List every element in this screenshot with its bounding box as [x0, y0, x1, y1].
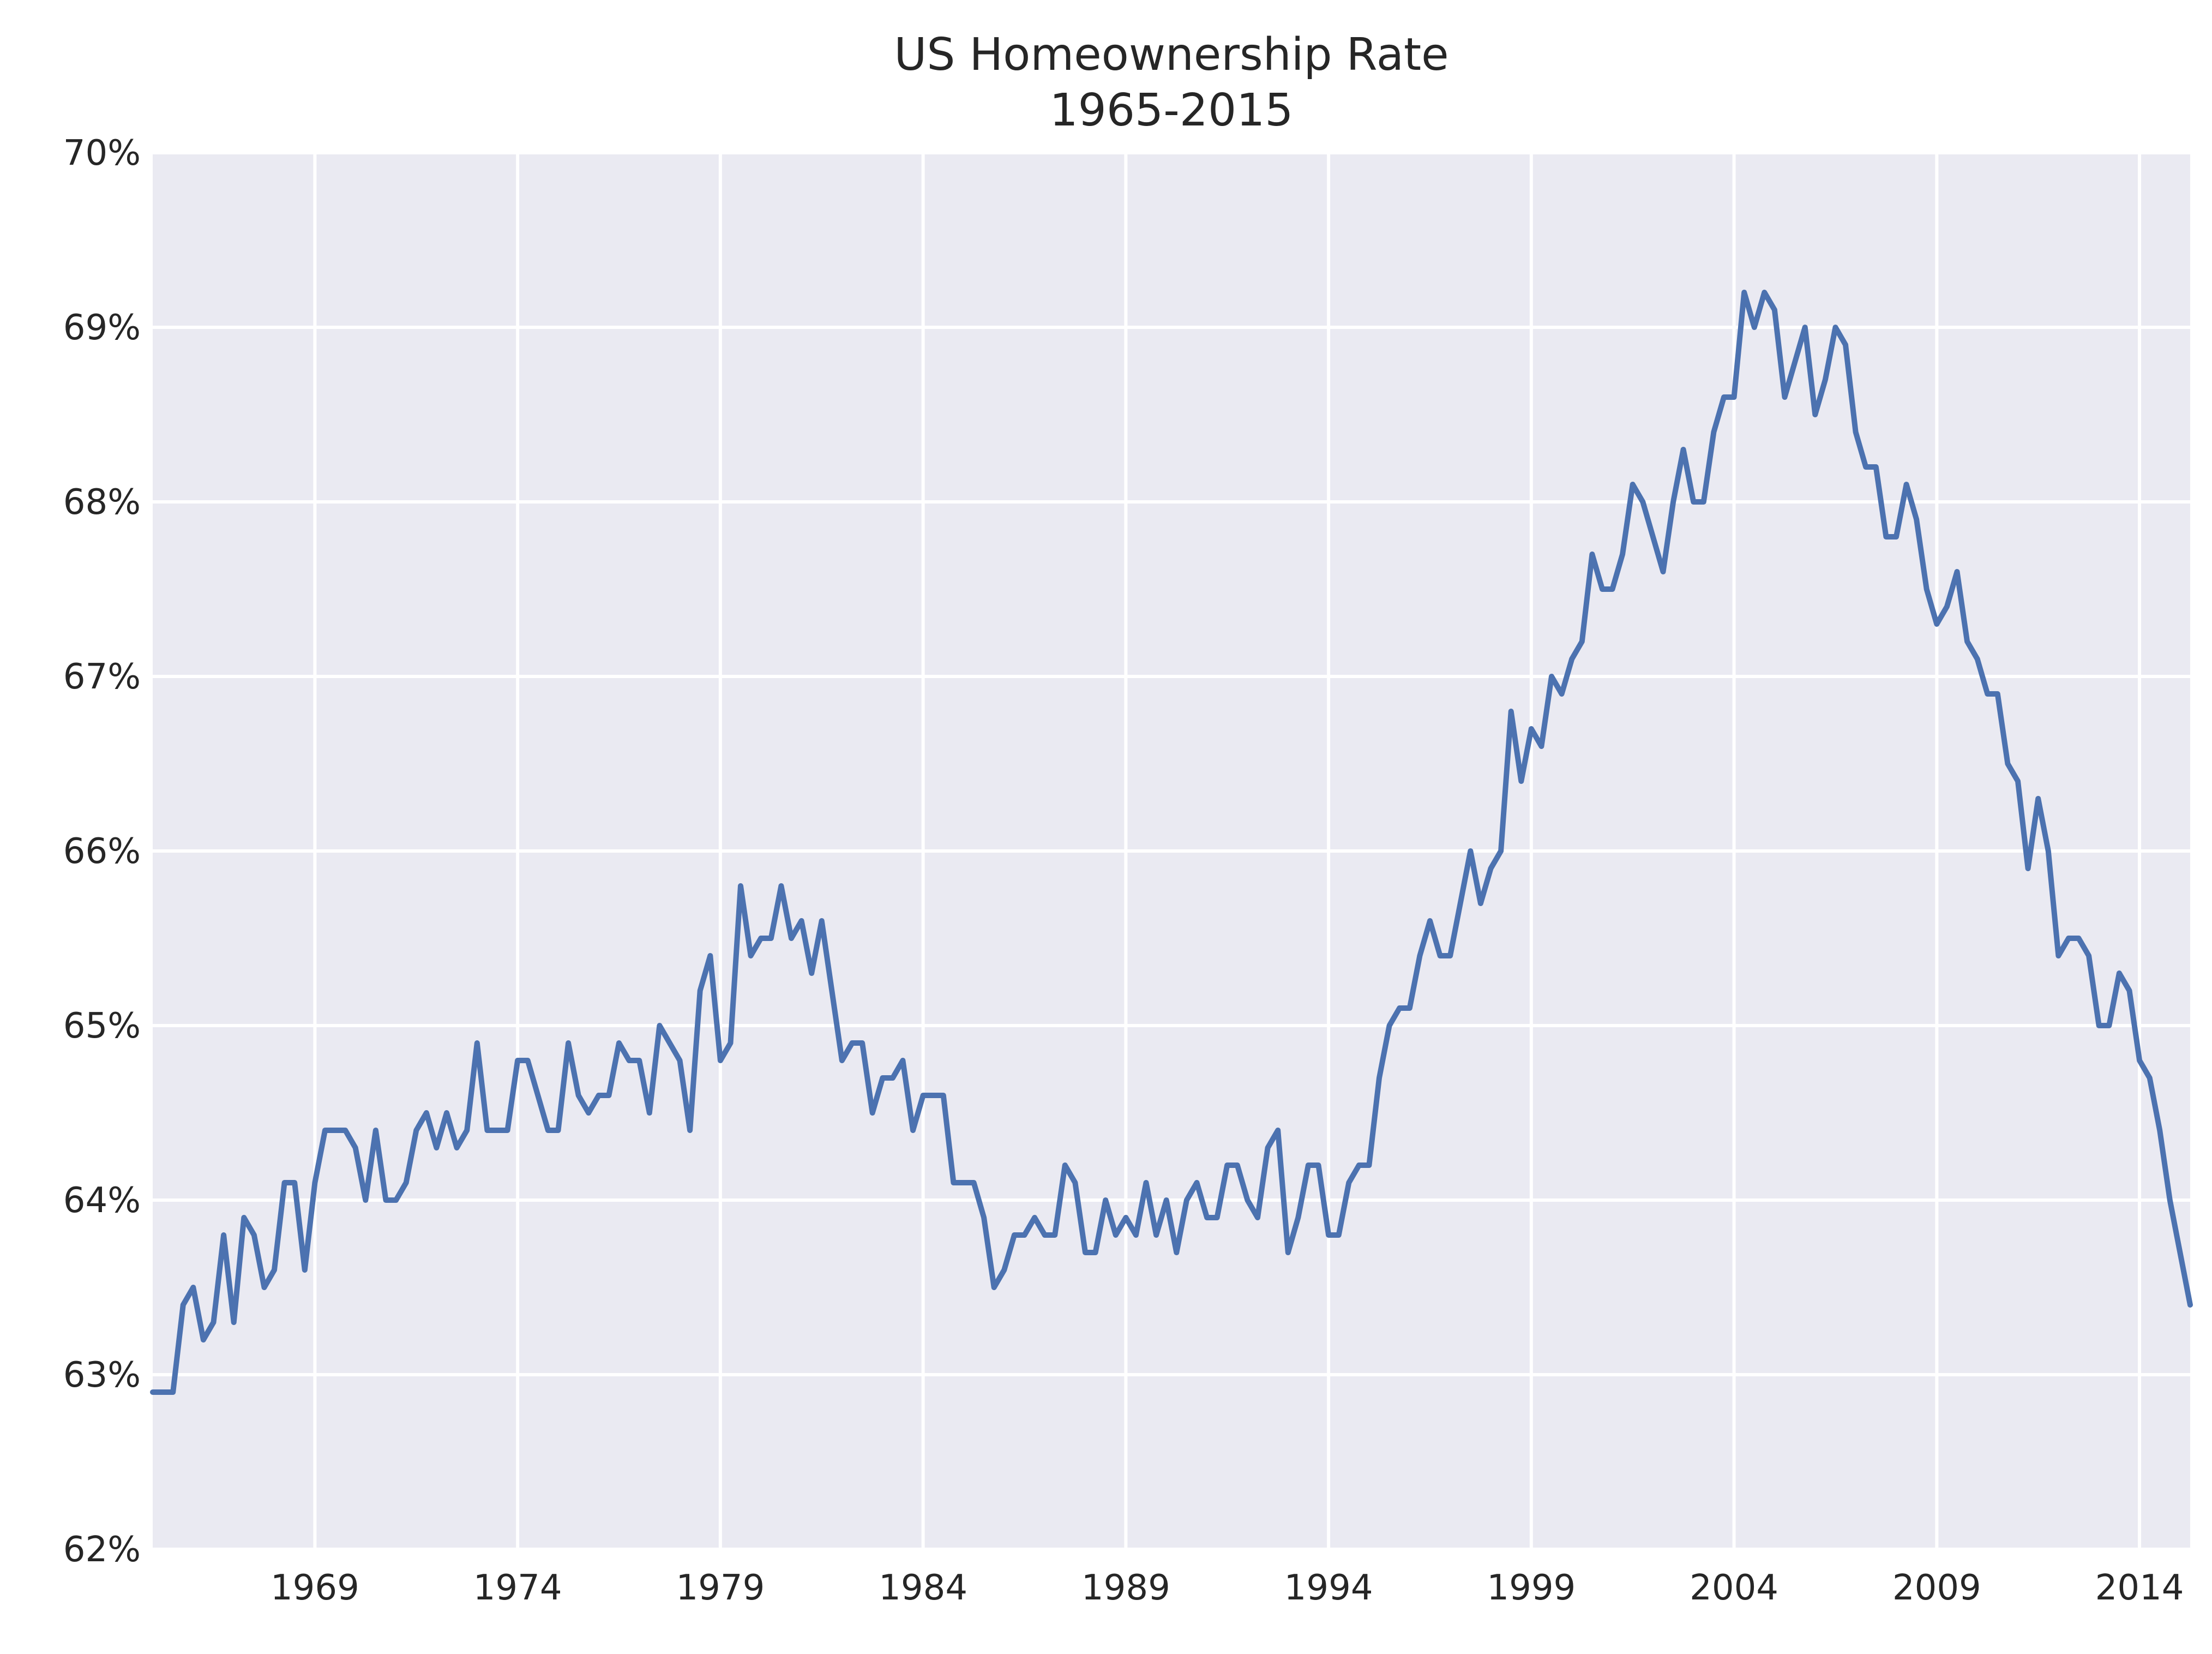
x-tick-label: 1989	[1081, 1568, 1170, 1608]
x-tick-label: 1979	[676, 1568, 765, 1608]
chart-title: US Homeownership Rate	[894, 29, 1448, 81]
x-tick-label: 1969	[271, 1568, 359, 1608]
y-tick-label: 67%	[63, 657, 141, 697]
y-tick-label: 63%	[63, 1355, 141, 1395]
x-tick-label: 1994	[1284, 1568, 1373, 1608]
x-tick-label: 2009	[1892, 1568, 1981, 1608]
grid-lines	[153, 151, 2190, 1551]
x-tick-label: 1984	[879, 1568, 967, 1608]
x-tick-label: 1974	[473, 1568, 562, 1608]
y-tick-label: 64%	[63, 1180, 141, 1221]
x-axis-ticks: 1969 1974 1979 1984 1989 1994 1999 2004 2009 2014	[271, 1568, 2184, 1608]
series-line	[150, 290, 2193, 1395]
y-tick-label: 65%	[63, 1006, 141, 1046]
x-tick-label: 2004	[1690, 1568, 1778, 1608]
y-tick-label: 68%	[63, 482, 141, 523]
x-tick-label: 1999	[1487, 1568, 1576, 1608]
y-tick-label: 70%	[63, 133, 141, 173]
y-tick-label: 62%	[63, 1530, 141, 1570]
chart-subtitle: 1965-2015	[1050, 85, 1294, 136]
x-tick-label: 2014	[2095, 1568, 2184, 1608]
y-axis-ticks: 62% 63% 64% 65% 66% 67% 68% 69% 70%	[63, 133, 141, 1570]
y-tick-label: 69%	[63, 308, 141, 348]
y-tick-label: 66%	[63, 831, 141, 872]
